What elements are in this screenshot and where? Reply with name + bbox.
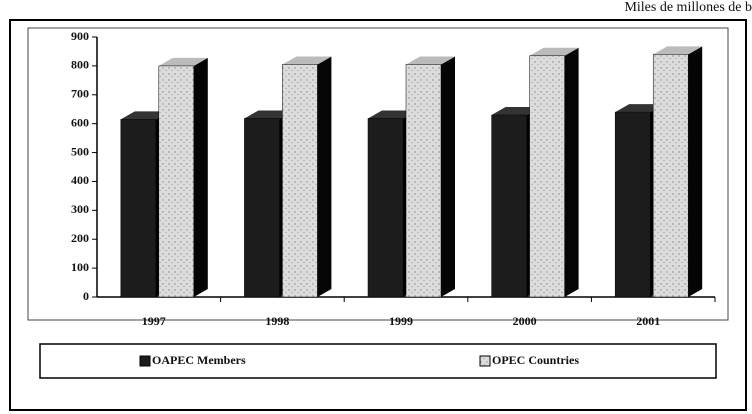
bar-side (317, 56, 332, 297)
y-tick-label: 0 (83, 289, 89, 303)
y-tick-label: 300 (71, 202, 89, 216)
bar (491, 114, 527, 298)
bar-top (615, 104, 665, 113)
x-tick-label: 1997 (142, 314, 166, 328)
bar-side (564, 47, 579, 298)
y-tick-label: 200 (71, 231, 89, 245)
x-tick-label: 2001 (636, 314, 660, 328)
bar-top (120, 111, 170, 120)
frame (9, 19, 747, 411)
bar (529, 55, 565, 298)
bar-top (368, 110, 417, 119)
bar-top (158, 57, 208, 66)
bar-top (282, 56, 332, 65)
bar (367, 118, 404, 298)
legend-label: OPEC Countries (492, 353, 579, 367)
y-tick-label: 800 (71, 58, 89, 72)
bar-top (491, 107, 541, 115)
plot-frame (27, 27, 729, 321)
bar-side (688, 46, 703, 298)
bar (405, 64, 442, 298)
bar (244, 118, 280, 298)
bar-top (653, 46, 703, 55)
bar (120, 119, 157, 298)
x-tick-label: 1999 (389, 314, 413, 328)
bar-top (529, 47, 579, 56)
legend-label: OAPEC Members (152, 353, 246, 367)
subtitle: Miles de millones de b (624, 0, 752, 15)
bar (652, 54, 689, 298)
y-tick-label: 700 (71, 87, 89, 101)
bar (282, 64, 318, 298)
bar-top (244, 110, 294, 119)
legend-swatch (479, 355, 491, 367)
legend-swatch (139, 355, 151, 367)
bar-side (441, 56, 455, 297)
y-tick-label: 900 (71, 29, 89, 43)
y-tick-label: 400 (71, 173, 89, 187)
y-tick-label: 600 (71, 115, 89, 129)
x-tick-label: 1998 (265, 314, 289, 328)
bar-top (406, 56, 455, 65)
bar (614, 111, 651, 298)
bar (158, 65, 195, 298)
legend-frame (39, 343, 717, 379)
y-tick-label: 100 (71, 260, 89, 274)
y-tick-label: 500 (71, 144, 89, 158)
bar-side (193, 57, 208, 298)
x-tick-label: 2000 (513, 314, 537, 328)
